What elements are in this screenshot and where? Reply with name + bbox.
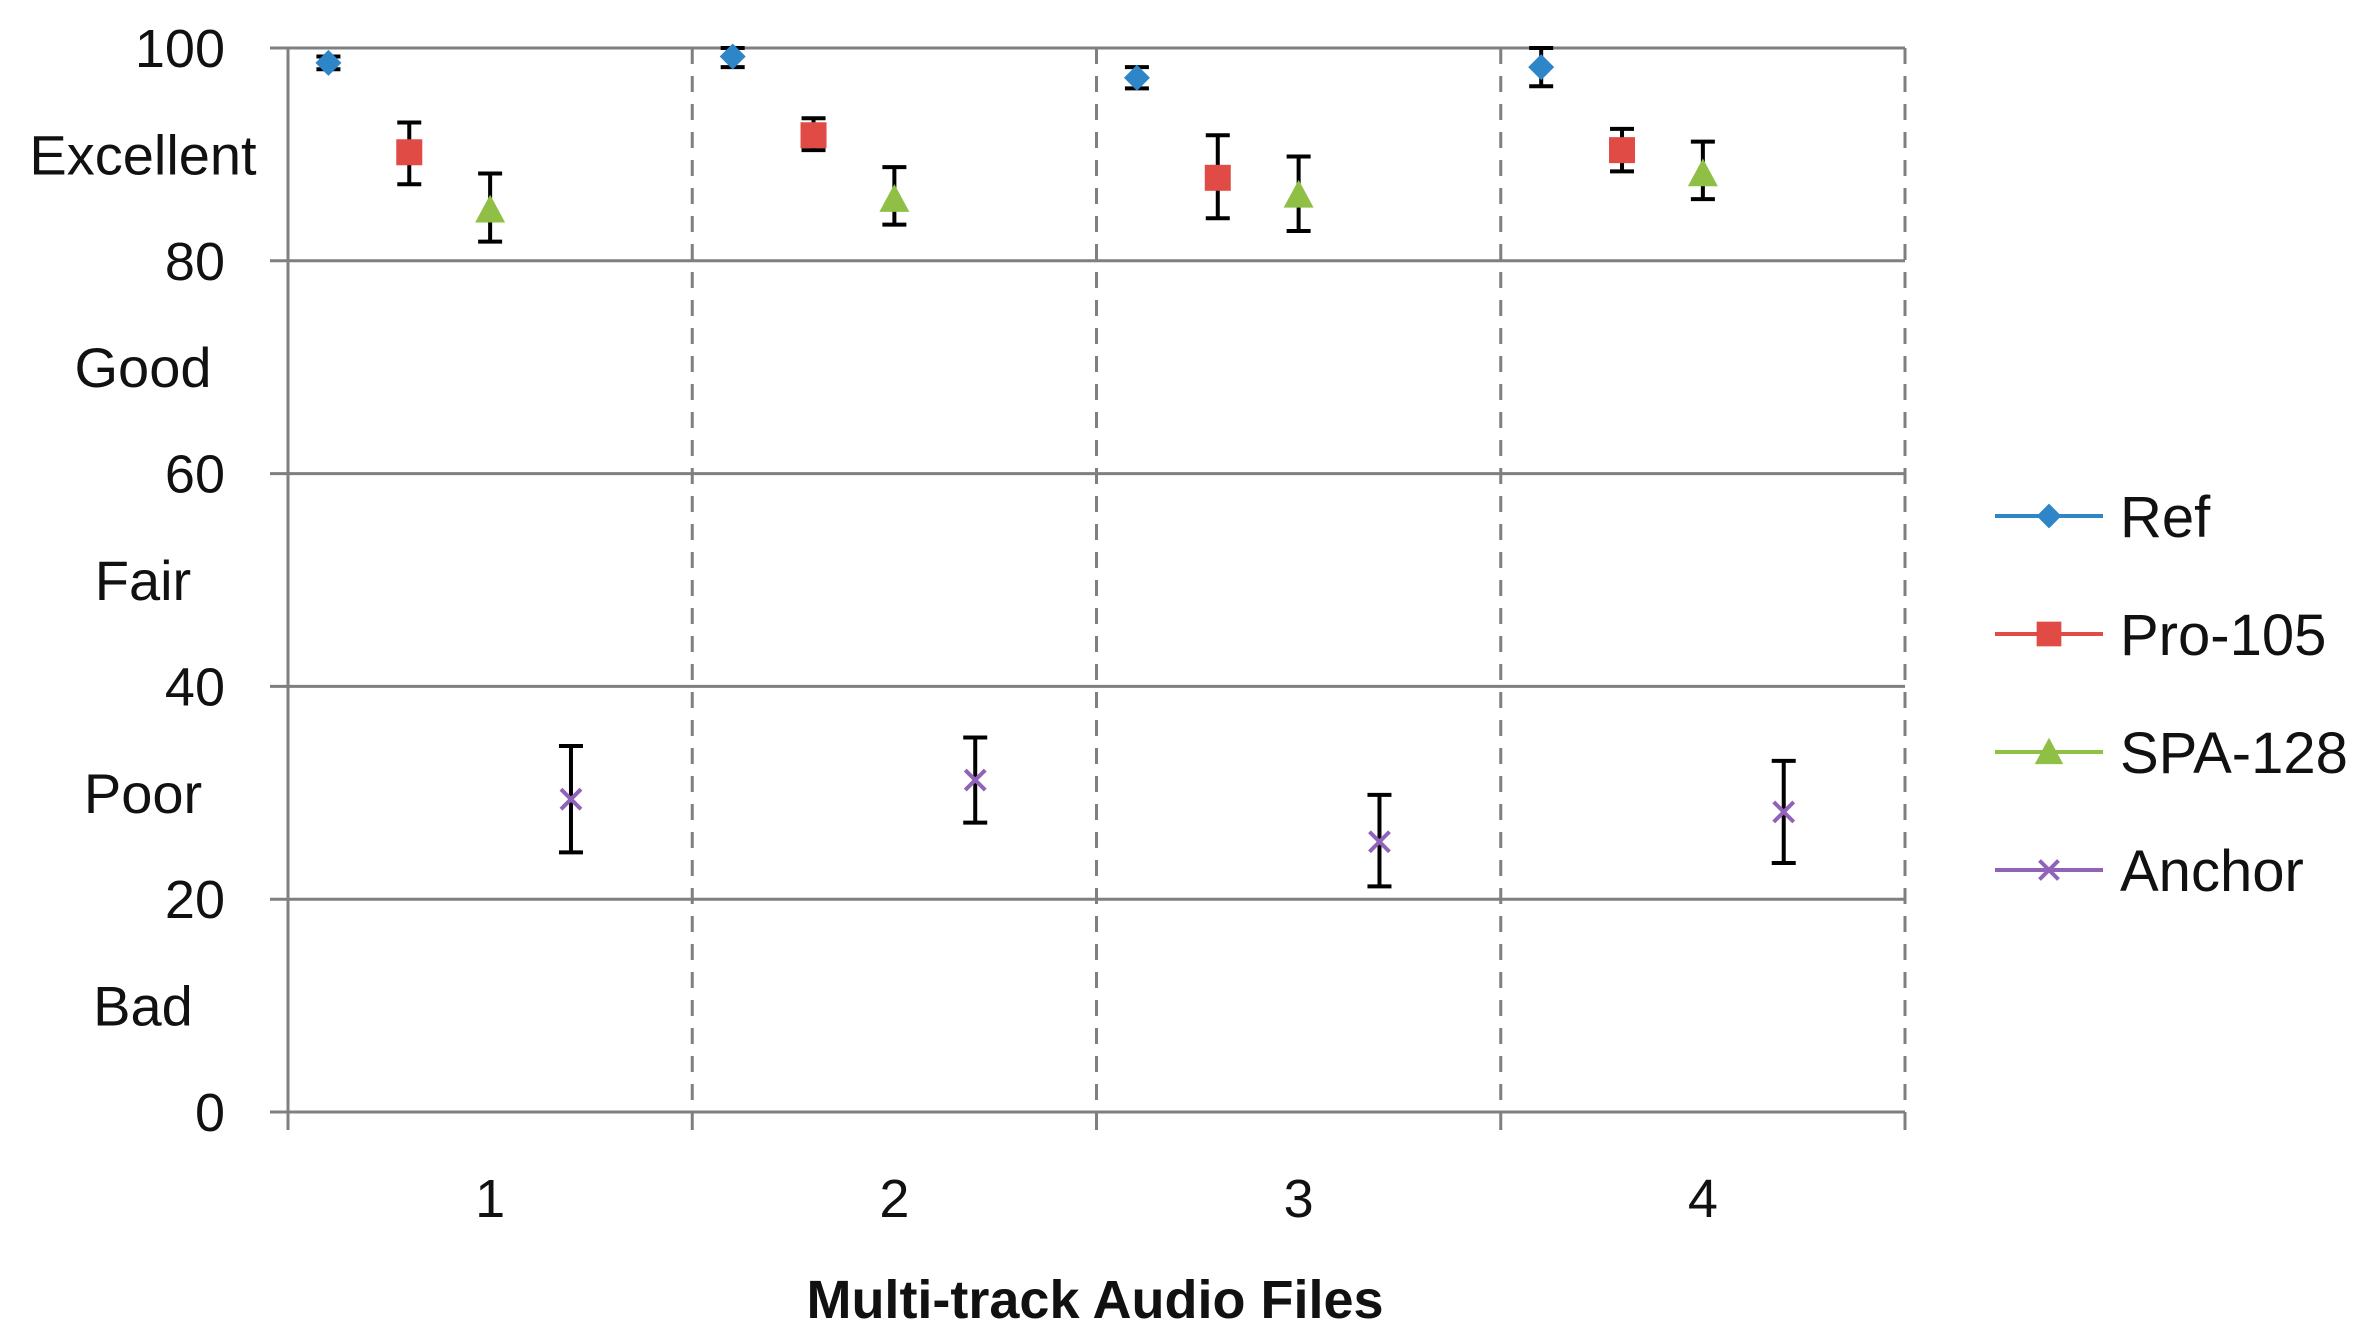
legend-item: Ref bbox=[1995, 485, 2211, 550]
band-label: Bad bbox=[93, 975, 193, 1038]
band-label: Good bbox=[75, 336, 212, 399]
y-tick-labels: 0 20 40 60 80 100 bbox=[135, 19, 225, 1143]
x-tick-label: 3 bbox=[1284, 1169, 1314, 1229]
data-markers bbox=[315, 43, 1796, 854]
x-axis-title: Multi-track Audio Files bbox=[806, 1270, 1383, 1330]
data-point-anchor bbox=[1368, 830, 1391, 854]
data-point-anchor bbox=[963, 768, 987, 792]
y-tick-label: 100 bbox=[135, 19, 225, 79]
category-separators bbox=[690, 48, 1907, 1112]
x-tick-label: 1 bbox=[475, 1169, 505, 1229]
y-tick-label: 80 bbox=[165, 232, 225, 292]
quality-band-labels: Bad Poor Fair Good Excellent bbox=[29, 123, 257, 1037]
error-bars bbox=[316, 46, 1796, 889]
axes bbox=[270, 46, 1907, 1130]
legend-marker bbox=[2036, 503, 2062, 529]
data-point-pro-105 bbox=[1609, 137, 1636, 164]
data-point-spa-128 bbox=[475, 194, 506, 223]
data-point-spa-128 bbox=[1687, 158, 1718, 187]
marker-stroke bbox=[559, 787, 583, 811]
y-tick-label: 20 bbox=[165, 870, 225, 930]
data-point-ref bbox=[315, 49, 342, 76]
legend-item: Anchor bbox=[1995, 839, 2304, 904]
legend-marker bbox=[2036, 621, 2062, 647]
marker-stroke bbox=[963, 768, 987, 792]
marker-stroke bbox=[1772, 800, 1796, 824]
data-point-ref bbox=[719, 43, 746, 70]
legend-label: SPA-128 bbox=[2120, 721, 2348, 786]
legend-marker bbox=[2034, 737, 2064, 765]
legend-label: Anchor bbox=[2120, 839, 2304, 904]
legend-marker bbox=[2038, 859, 2060, 881]
data-point-spa-128 bbox=[879, 184, 910, 212]
legend-label: Ref bbox=[2120, 485, 2211, 550]
band-label: Excellent bbox=[29, 123, 257, 186]
band-label: Poor bbox=[84, 762, 202, 825]
y-tick-label: 60 bbox=[165, 445, 225, 505]
data-point-anchor bbox=[559, 787, 583, 811]
data-point-pro-105 bbox=[1204, 164, 1231, 191]
data-point-ref bbox=[1123, 64, 1150, 91]
x-tick-label: 2 bbox=[879, 1169, 909, 1229]
y-tick-label: 40 bbox=[165, 657, 225, 717]
legend-item: SPA-128 bbox=[1995, 721, 2348, 786]
legend-item: Pro-105 bbox=[1995, 603, 2326, 668]
y-tick-label: 0 bbox=[195, 1083, 225, 1143]
legend: Ref Pro-105 SPA-128 Anchor bbox=[1995, 485, 2348, 904]
data-point-pro-105 bbox=[800, 122, 827, 149]
marker-stroke bbox=[2038, 859, 2060, 881]
legend-label: Pro-105 bbox=[2120, 603, 2326, 668]
marker-stroke bbox=[1368, 830, 1391, 854]
data-point-anchor bbox=[1772, 800, 1796, 824]
x-tick-label: 4 bbox=[1688, 1169, 1718, 1229]
x-tick-labels: 1 2 3 4 bbox=[475, 1169, 1718, 1229]
data-point-ref bbox=[1528, 54, 1555, 81]
data-point-spa-128 bbox=[1283, 179, 1314, 208]
data-point-pro-105 bbox=[396, 139, 423, 166]
band-label: Fair bbox=[95, 549, 191, 612]
